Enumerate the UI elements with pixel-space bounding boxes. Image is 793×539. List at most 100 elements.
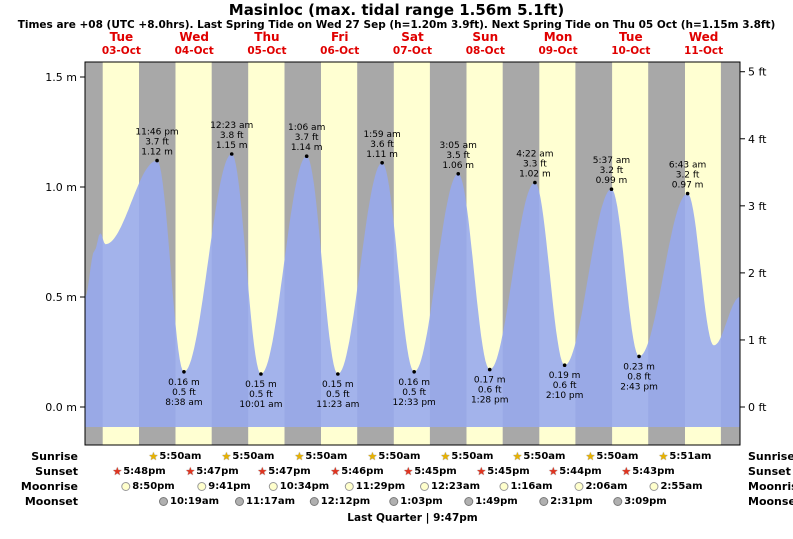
sunset-time: 5:47pm — [268, 466, 311, 477]
moonrise-event: 10:34pm — [268, 479, 329, 494]
low-tide-ft: 0.8 ft — [627, 372, 651, 382]
sunset-event: ★ 5:44pm — [548, 464, 601, 479]
sunset-time: 5:45pm — [487, 466, 530, 477]
low-tide-m: 0.23 m — [623, 362, 655, 372]
tide-area — [85, 154, 740, 427]
moonrise-label-left: Moonrise — [20, 480, 78, 493]
day-date-label: 05-Oct — [247, 45, 286, 57]
sunrise-star-icon: ★ — [221, 450, 232, 463]
high-tide-time: 6:43 am — [669, 161, 706, 171]
day-date-label: 03-Oct — [102, 45, 141, 57]
moon-phase-note: Last Quarter | 9:47pm — [347, 512, 478, 524]
high-tide-ft: 3.3 ft — [523, 160, 547, 170]
high-tide-dot — [304, 154, 309, 158]
high-tide-ft: 3.6 ft — [370, 140, 394, 150]
day-date-label: 10-Oct — [611, 45, 650, 57]
low-tide-m: 0.16 m — [168, 378, 200, 388]
sunset-star-icon: ★ — [257, 465, 268, 478]
sunset-time: 5:45pm — [414, 466, 457, 477]
sunrise-star-icon: ★ — [440, 450, 451, 463]
day-name-label: Sun — [472, 30, 498, 44]
low-tide-time: 2:10 pm — [546, 391, 584, 401]
high-tide-time: 3:05 am — [440, 141, 477, 151]
day-name-label: Fri — [331, 30, 348, 44]
moonrise-moon-icon — [344, 482, 354, 491]
moonset-moon-icon — [309, 497, 319, 506]
moonset-event: 1:03pm — [389, 494, 443, 509]
day-name-label: Thu — [254, 30, 279, 44]
sunrise-event: ★ 5:50am — [222, 449, 275, 464]
low-tide-dot — [637, 354, 641, 359]
day-date-label: 08-Oct — [466, 45, 505, 57]
high-tide-ft: 3.8 ft — [220, 131, 244, 141]
sunrise-label-right: Sunrise — [748, 450, 793, 463]
high-tide-dot — [609, 187, 614, 191]
moonset-time: 12:12pm — [320, 496, 371, 507]
low-tide-ft: 0.5 ft — [249, 390, 273, 400]
y-axis-label-ft: 5 ft — [748, 66, 767, 79]
moonset-time: 10:19am — [170, 496, 219, 507]
low-tide-time: 11:23 am — [316, 400, 359, 410]
low-tide-m: 0.19 m — [549, 371, 581, 381]
sunset-row: Sunset ★ 5:48pm ★ 5:47pm ★ 5:47pm ★ 5:46pm ★ 5:45… — [0, 464, 793, 479]
low-tide-m: 0.15 m — [245, 380, 277, 390]
high-tide-ft: 3.2 ft — [600, 166, 624, 176]
moonrise-event: 8:50pm — [121, 479, 175, 494]
low-tide-dot — [412, 370, 416, 374]
high-tide-time: 5:37 am — [593, 156, 630, 166]
low-tide-m: 0.15 m — [322, 380, 354, 390]
sunset-star-icon: ★ — [621, 465, 632, 478]
moonset-event: 11:17am — [235, 494, 295, 509]
low-tide-ft: 0.6 ft — [553, 381, 577, 391]
sunset-label-right: Sunset — [748, 465, 791, 478]
moonset-moon-icon — [539, 497, 549, 506]
sunrise-event: ★ 5:50am — [513, 449, 566, 464]
moonset-moon-icon — [159, 497, 168, 506]
sunrise-time: 5:50am — [159, 451, 202, 462]
sunset-star-icon: ★ — [330, 465, 341, 478]
low-tide-time: 12:33 pm — [393, 398, 436, 408]
high-tide-dot — [533, 180, 537, 185]
moonset-event: 1:49pm — [464, 494, 518, 509]
moonrise-time: 2:06am — [585, 481, 628, 492]
day-date-label: 11-Oct — [684, 45, 723, 57]
sunset-event: ★ 5:45pm — [476, 464, 529, 479]
plot-border — [84, 61, 741, 446]
y-axis-label-m: 1.5 m — [45, 71, 77, 84]
moonset-time: 1:49pm — [475, 496, 518, 507]
moonset-time: 2:31pm — [550, 496, 593, 507]
moonrise-moon-icon — [420, 482, 429, 491]
high-tide-ft: 3.2 ft — [676, 171, 700, 181]
day-date-label: 06-Oct — [320, 45, 359, 57]
sunset-star-icon: ★ — [548, 465, 559, 478]
moonset-label-left: Moonset — [24, 495, 78, 508]
sunrise-label-left: Sunrise — [31, 450, 78, 463]
moonrise-time: 2:55am — [660, 481, 703, 492]
moonrise-time: 1:16am — [510, 481, 553, 492]
sunrise-event: ★ 5:50am — [586, 449, 639, 464]
high-tide-dot — [456, 172, 461, 176]
moonset-moon-icon — [613, 497, 623, 506]
page-title: Masinloc (max. tidal range 1.56m 5.1ft) — [228, 1, 565, 19]
sunset-star-icon: ★ — [185, 465, 196, 478]
moonrise-time: 11:29pm — [355, 481, 406, 492]
high-tide-ft: 3.5 ft — [446, 151, 470, 161]
day-name-label: Tue — [619, 30, 643, 44]
moonset-time: 3:09pm — [624, 496, 667, 507]
sunrise-event: ★ 5:50am — [149, 449, 202, 464]
high-tide-dot — [380, 161, 384, 165]
high-tide-ft: 3.7 ft — [295, 133, 319, 143]
high-tide-time: 1:06 am — [288, 123, 325, 133]
moonrise-time: 12:23am — [431, 481, 480, 492]
low-tide-dot — [562, 363, 567, 368]
y-axis-label-ft: 0 ft — [748, 401, 767, 414]
moonrise-event: 11:29pm — [344, 479, 406, 494]
day-date-label: 07-Oct — [393, 45, 432, 57]
sunset-events: ★ 5:48pm ★ 5:47pm ★ 5:47pm ★ 5:46pm ★ 5:45pm ★ 5:45… — [85, 464, 740, 479]
high-tide-m: 1.06 m — [442, 161, 474, 171]
high-tide-time: 11:46 pm — [135, 128, 178, 138]
day-name-label: Wed — [689, 30, 719, 44]
sunset-event: ★ 5:45pm — [403, 464, 456, 479]
y-axis-label-m: 1.0 m — [45, 181, 77, 194]
